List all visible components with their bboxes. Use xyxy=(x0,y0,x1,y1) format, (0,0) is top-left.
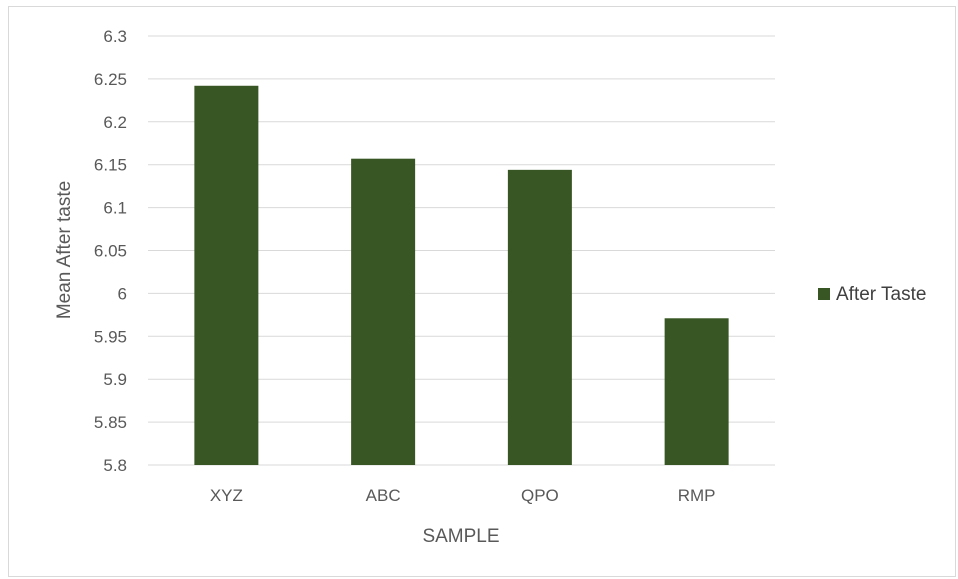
x-tick-label: QPO xyxy=(521,486,559,505)
y-tick-label: 6.2 xyxy=(103,113,127,132)
y-tick-label: 5.8 xyxy=(103,456,127,475)
legend-label: After Taste xyxy=(836,284,926,305)
legend: After Taste xyxy=(818,284,926,305)
y-tick-label: 6.05 xyxy=(94,242,127,261)
bar-xyz xyxy=(194,85,259,465)
x-axis-label: SAMPLE xyxy=(422,526,499,547)
bar-abc xyxy=(351,158,416,465)
x-tick-label: ABC xyxy=(366,486,401,505)
y-tick-label: 6.3 xyxy=(103,27,127,46)
y-tick-label: 6.1 xyxy=(103,199,127,218)
y-tick-label: 5.9 xyxy=(103,370,127,389)
legend-swatch xyxy=(818,288,830,300)
bar-rmp xyxy=(664,318,729,465)
y-tick-label: 6.25 xyxy=(94,70,127,89)
y-axis-label: Mean After taste xyxy=(54,181,75,319)
y-tick-label: 5.95 xyxy=(94,327,127,346)
chart-frame xyxy=(8,6,956,577)
y-tick-label: 6.15 xyxy=(94,156,127,175)
x-axis-ticks: XYZ ABC QPO RMP xyxy=(210,486,716,505)
y-axis-ticks: 5.8 5.85 5.9 5.95 6 6.05 6.1 6.15 6.2 6.25 6.3 xyxy=(94,27,127,475)
x-tick-label: XYZ xyxy=(210,486,243,505)
y-tick-label: 6 xyxy=(118,284,127,303)
bars xyxy=(194,85,729,465)
bar-qpo xyxy=(507,169,572,465)
x-tick-label: RMP xyxy=(678,486,716,505)
y-tick-label: 5.85 xyxy=(94,413,127,432)
